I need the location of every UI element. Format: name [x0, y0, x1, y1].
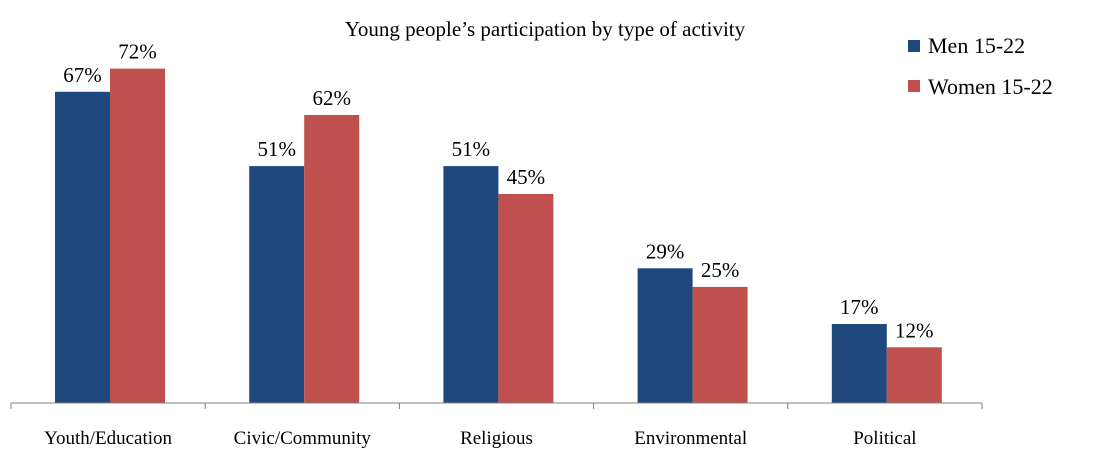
bar-men-environmental	[637, 268, 693, 403]
bar-women-political	[886, 347, 942, 403]
bar-women-environmental	[692, 286, 748, 403]
bar-men-civic-community	[249, 166, 305, 403]
tick-label-religious: Religious	[460, 428, 533, 449]
x-axis-ticks	[10, 403, 983, 409]
tick-label-environmental: Environmental	[634, 428, 747, 449]
data-label-men-environmental: 29%	[646, 239, 685, 263]
data-label-men-civic-community: 51%	[257, 137, 296, 161]
bar-women-religious	[498, 194, 554, 403]
x-axis-labels: Youth/Education Civic/Community Religious E…	[44, 428, 916, 449]
bar-men-youth-education	[55, 91, 110, 404]
data-label-women-environmental: 25%	[701, 258, 740, 282]
chart-title: Young people’s participation by type of …	[345, 17, 746, 41]
bar-men-political	[831, 324, 887, 403]
legend-swatch-men	[908, 40, 920, 52]
tick-label-civic-community: Civic/Community	[234, 428, 372, 449]
legend-label-women: Women 15-22	[928, 74, 1053, 99]
data-label-men-religious: 51%	[452, 137, 491, 161]
tick-label-youth-education: Youth/Education	[44, 428, 172, 449]
data-label-women-youth-education: 72%	[118, 40, 157, 64]
legend-label-men: Men 15-22	[928, 33, 1025, 58]
bar-men-religious	[443, 166, 499, 403]
data-label-women-religious: 45%	[507, 165, 546, 189]
bar-women-civic-community	[304, 115, 360, 403]
data-label-women-political: 12%	[895, 318, 934, 342]
data-label-men-political: 17%	[840, 295, 879, 319]
legend: Men 15-22 Women 15-22	[908, 33, 1053, 99]
tick-label-political: Political	[853, 428, 916, 449]
bar-women-youth-education	[110, 68, 165, 403]
data-label-women-civic-community: 62%	[312, 86, 351, 110]
legend-swatch-women	[908, 80, 920, 92]
data-label-men-youth-education: 67%	[63, 63, 102, 87]
plot-area: 67% 72% 51% 62% 51% 45% 29% 25% 17% 12%	[55, 40, 942, 404]
